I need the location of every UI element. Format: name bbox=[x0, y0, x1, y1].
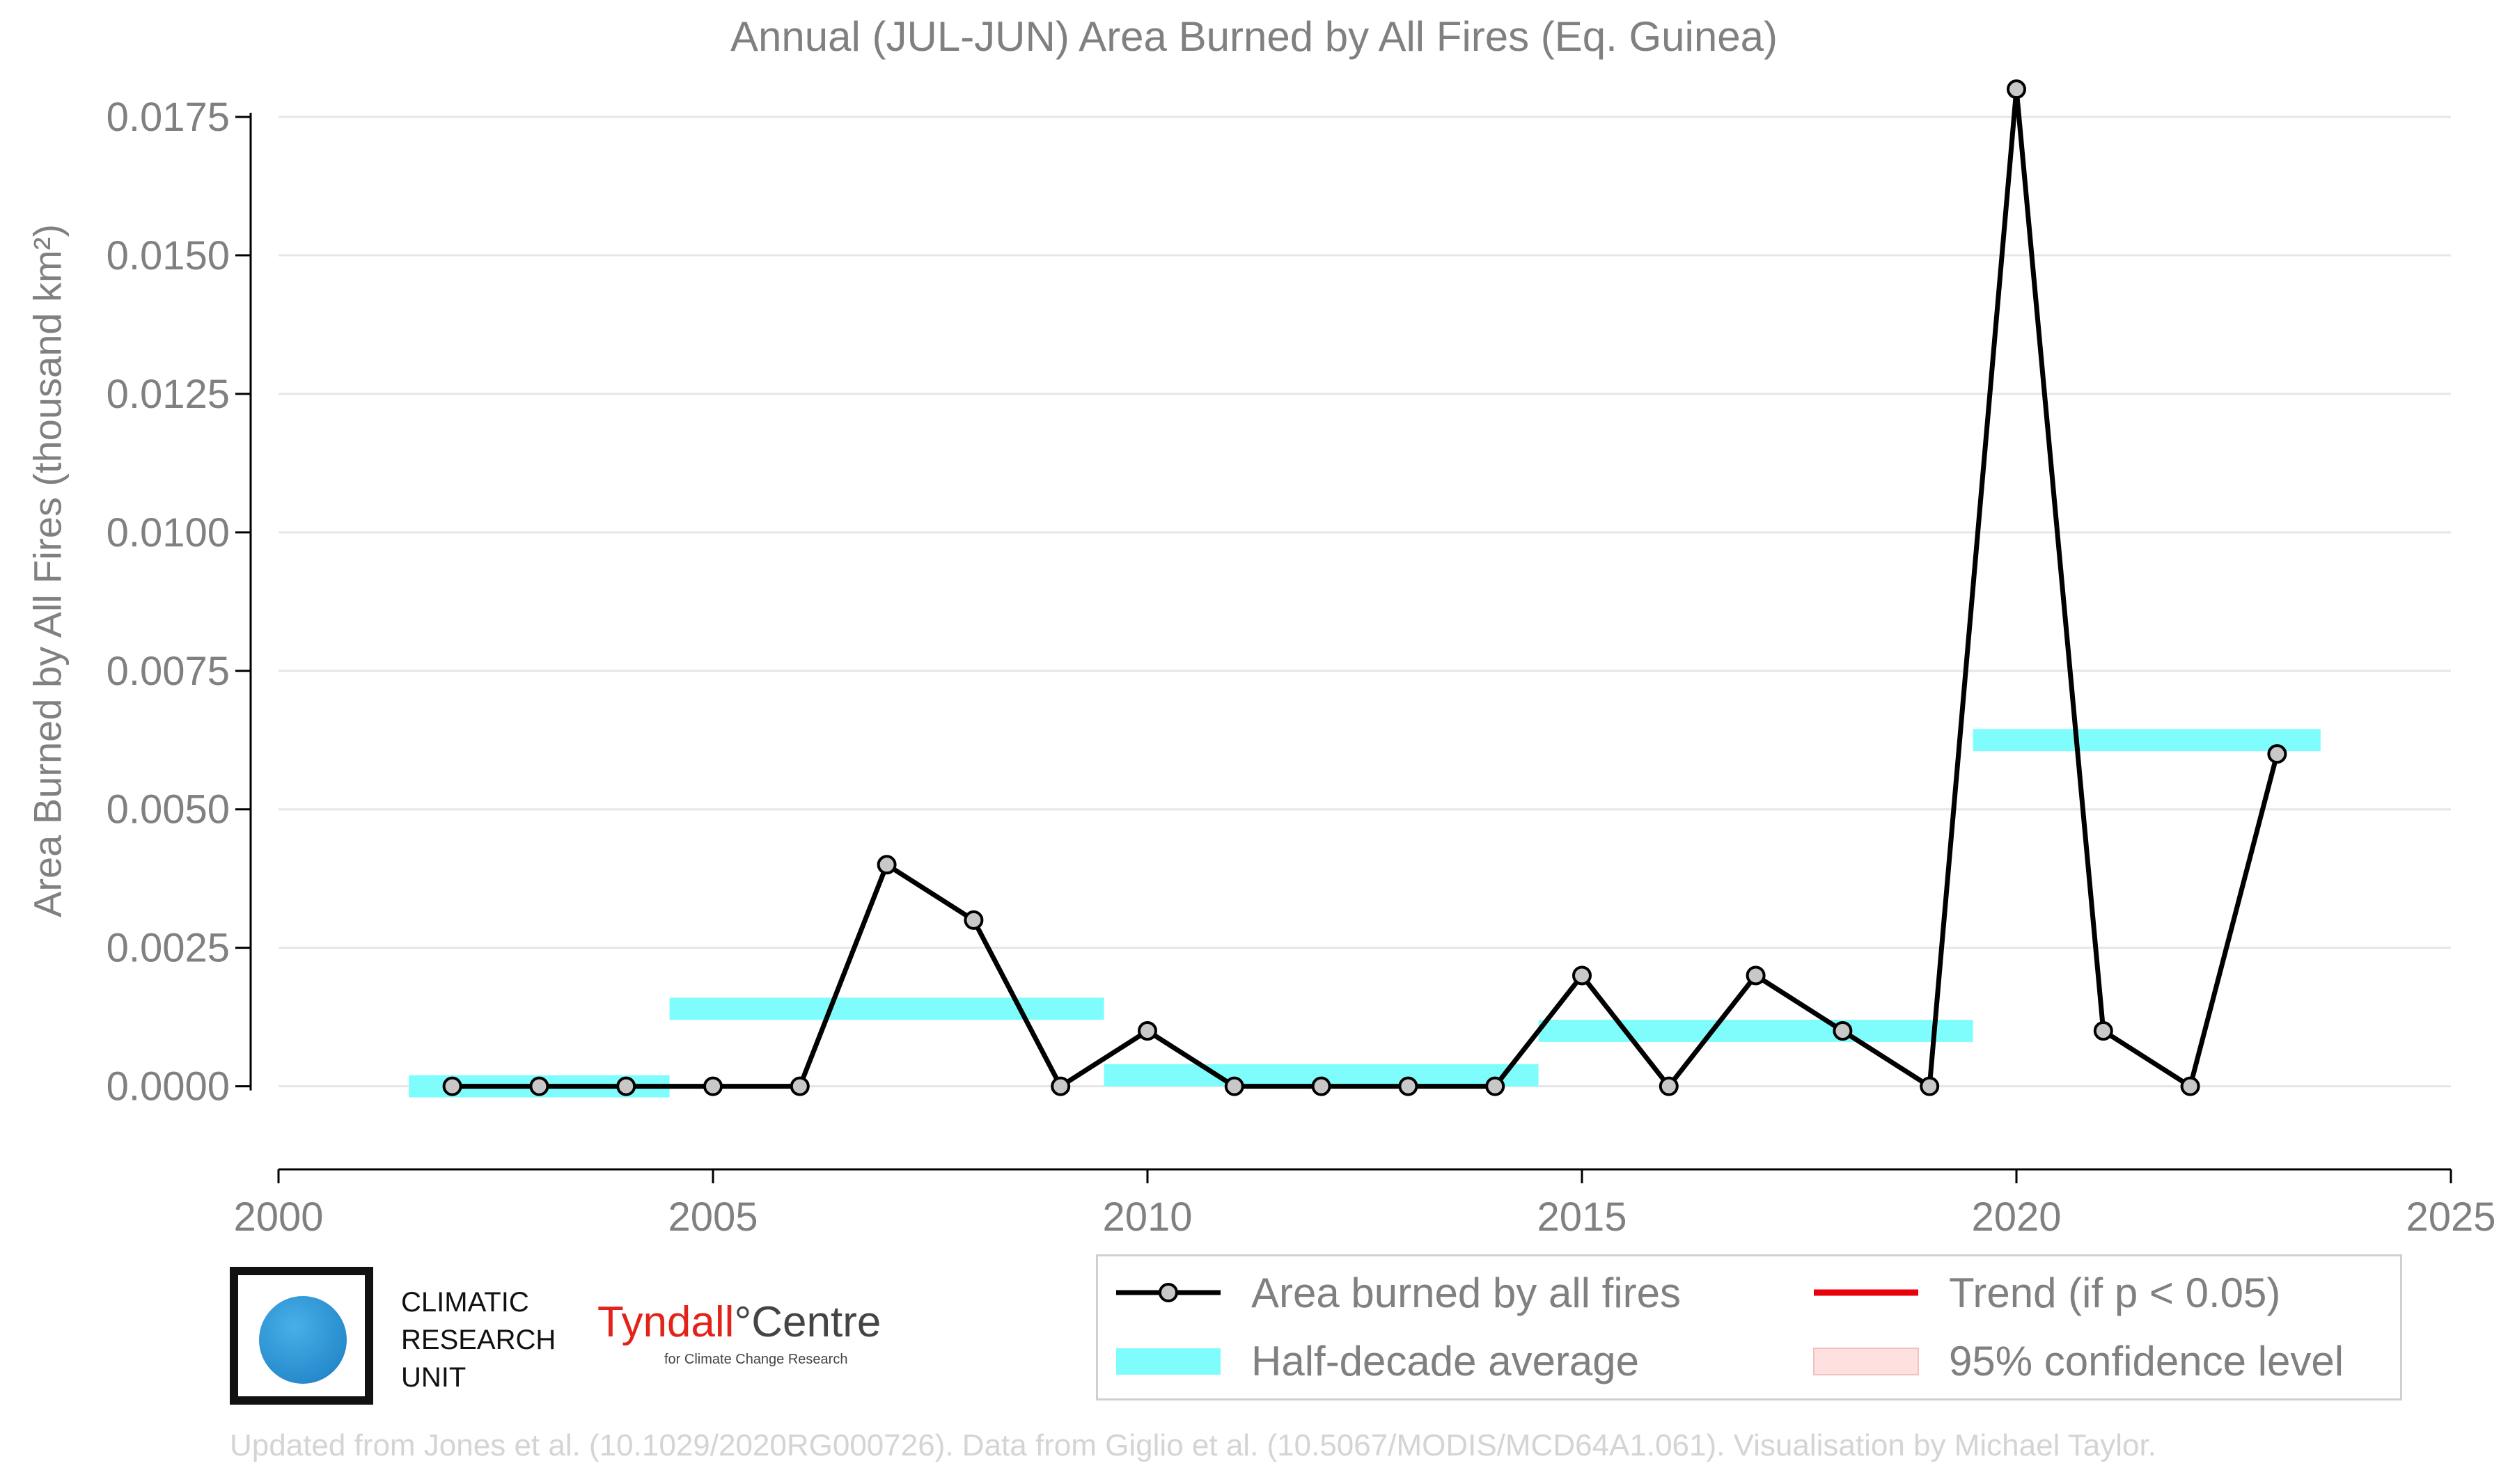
axes: 0.0000 0.0025 0.0050 0.0075 0.0100 0.0125 0.01… bbox=[107, 95, 2496, 1240]
half-decade-bands bbox=[409, 729, 2321, 1098]
data-point bbox=[616, 1076, 636, 1096]
data-point bbox=[964, 910, 984, 930]
y-tick-label: 0.0125 bbox=[107, 372, 230, 417]
legend: Area burned by all fires Half-decade ave… bbox=[1096, 1254, 2402, 1400]
legend-ci-swatch bbox=[1813, 1348, 1919, 1375]
data-point bbox=[1572, 965, 1592, 986]
data-point bbox=[1659, 1076, 1679, 1096]
data-point bbox=[2007, 79, 2026, 100]
x-tick-label: 2000 bbox=[233, 1194, 323, 1240]
data-point bbox=[877, 855, 897, 875]
x-tick-label: 2005 bbox=[668, 1194, 758, 1240]
globe-icon bbox=[259, 1296, 347, 1384]
data-point bbox=[703, 1076, 723, 1096]
half-decade-bar bbox=[1973, 729, 2321, 752]
data-point bbox=[2093, 1021, 2113, 1041]
data-point bbox=[2267, 744, 2287, 764]
data-point bbox=[1138, 1021, 1157, 1041]
data-point bbox=[1311, 1076, 1331, 1096]
data-point bbox=[790, 1076, 810, 1096]
tyndall-logo-main: Tyndall°Centre bbox=[597, 1297, 881, 1347]
cru-frame-icon bbox=[230, 1267, 373, 1405]
tyndall-logo-centre: °Centre bbox=[734, 1298, 881, 1346]
gridlines bbox=[279, 116, 2451, 1088]
y-tick-label: 0.0150 bbox=[107, 233, 230, 278]
cru-line-3: UNIT bbox=[401, 1362, 467, 1393]
data-point bbox=[1485, 1076, 1505, 1096]
data-point bbox=[1224, 1076, 1244, 1096]
cru-line-1: CLIMATIC bbox=[401, 1287, 529, 1318]
tyndall-logo-name: Tyndall bbox=[597, 1298, 735, 1346]
data-point bbox=[1398, 1076, 1418, 1096]
x-tick-label: 2015 bbox=[1537, 1194, 1627, 1240]
y-tick-label: 0.0175 bbox=[107, 95, 230, 140]
x-tick-label: 2025 bbox=[2406, 1194, 2495, 1240]
data-point bbox=[2180, 1076, 2200, 1096]
legend-halfdecade-swatch bbox=[1116, 1348, 1221, 1375]
data-point bbox=[529, 1076, 549, 1096]
legend-series-marker-swatch bbox=[1159, 1283, 1178, 1302]
half-decade-bar bbox=[669, 997, 1104, 1020]
chart-title: Annual (JUL-JUN) Area Burned by All Fire… bbox=[730, 13, 1778, 60]
data-point bbox=[1920, 1076, 1940, 1096]
y-axis-label: Area Burned by All Fires (thousand km²) bbox=[25, 224, 70, 917]
data-point bbox=[1051, 1076, 1071, 1096]
y-tick-label: 0.0050 bbox=[107, 787, 230, 832]
data-point bbox=[1746, 965, 1766, 986]
legend-halfdecade-label: Half-decade average bbox=[1251, 1338, 1640, 1384]
credit-line: Updated from Jones et al. (10.1029/2020R… bbox=[230, 1428, 2156, 1462]
x-tick-label: 2010 bbox=[1102, 1194, 1192, 1240]
half-decade-bar bbox=[1538, 1020, 1973, 1042]
legend-trend-label: Trend (if p < 0.05) bbox=[1949, 1270, 2281, 1316]
y-tick-label: 0.0075 bbox=[107, 649, 230, 694]
legend-ci-label: 95% confidence level bbox=[1949, 1338, 2344, 1384]
y-tick-label: 0.0025 bbox=[107, 926, 230, 971]
y-tick-label: 0.0000 bbox=[107, 1064, 230, 1110]
cru-logo-text: CLIMATIC RESEARCH UNIT bbox=[401, 1284, 556, 1396]
series-points bbox=[442, 79, 2287, 1096]
legend-series-label: Area burned by all fires bbox=[1251, 1270, 1681, 1316]
data-point bbox=[442, 1076, 462, 1096]
tyndall-logo: Tyndall°Centre for Climate Change Resear… bbox=[597, 1297, 881, 1367]
data-point bbox=[1833, 1021, 1853, 1041]
legend-swatches bbox=[1116, 1283, 1919, 1375]
cru-line-2: RESEARCH bbox=[401, 1325, 556, 1355]
x-tick-label: 2020 bbox=[1971, 1194, 2061, 1240]
tyndall-logo-subtitle: for Climate Change Research bbox=[664, 1352, 848, 1367]
series-line bbox=[452, 86, 2280, 1089]
y-tick-label: 0.0100 bbox=[107, 510, 230, 555]
series-polyline bbox=[452, 86, 2280, 1089]
